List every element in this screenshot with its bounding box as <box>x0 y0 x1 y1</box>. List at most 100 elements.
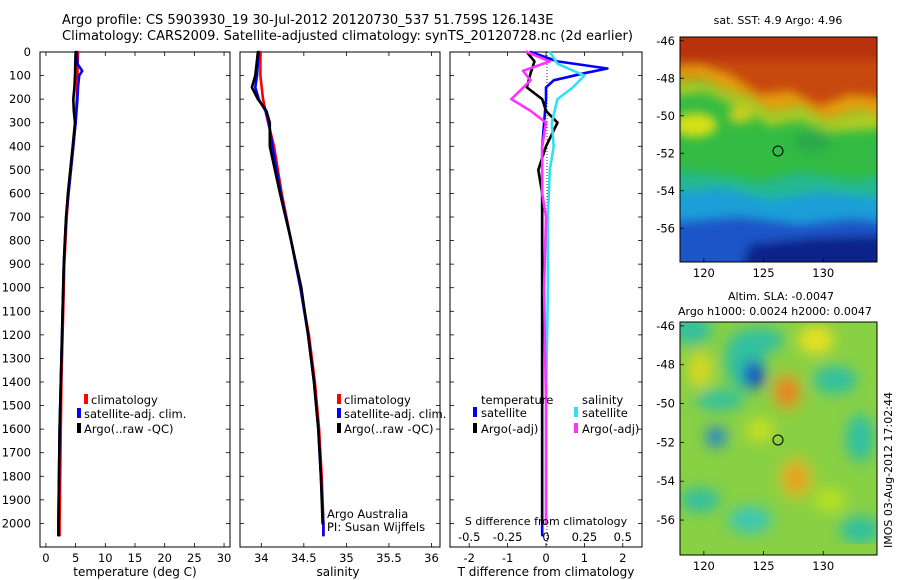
depth-tick-label: 300 <box>9 116 31 130</box>
legend-label-satellite: satellite-adj. clim. <box>84 407 186 421</box>
map-y-tick-label: -50 <box>656 397 675 411</box>
header-line-1: Argo profile: CS 5903930_19 30-Jul-2012 … <box>62 13 553 28</box>
t-difference-axis-label: T difference from climatology <box>457 565 635 579</box>
x-tick-label: 10 <box>98 551 113 565</box>
series-line-2 <box>57 50 77 537</box>
imos-timestamp: IMOS 03-Aug-2012 17:02:44 <box>882 392 895 548</box>
x-tick-label: 34 <box>254 551 269 565</box>
sst-map <box>680 37 877 262</box>
temperature-legend: climatology satellite-adj. clim. Argo(..… <box>77 393 186 436</box>
sst-map-frame <box>679 36 878 263</box>
legend-title-temperature: temperature <box>481 393 553 407</box>
sst-map-title: sat. SST: 4.9 Argo: 4.96 <box>714 14 843 27</box>
annotation-pi: PI: Susan Wijffels <box>327 520 425 534</box>
depth-tick-label: 100 <box>9 69 31 83</box>
map-y-tick-label: -50 <box>656 109 675 123</box>
map-y-tick-label: -46 <box>656 34 675 48</box>
depth-tick-label: 500 <box>9 163 31 177</box>
salinity-ticks: 34 34.5 35 35.5 36 <box>240 51 440 565</box>
x-tick-label: 0 <box>42 551 49 565</box>
salinity-axis-label: salinity <box>316 565 359 579</box>
x-tick-label: 30 <box>217 551 232 565</box>
x-tick-label: 36 <box>424 551 439 565</box>
annotation-argo-australia: Argo Australia <box>327 507 408 521</box>
depth-tick-label: 2000 <box>2 516 31 530</box>
sla-argo-location-marker <box>772 434 784 446</box>
legend-swatch-satellite <box>77 408 81 418</box>
legend-label-argo: Argo(..raw -QC) <box>84 422 174 436</box>
depth-tick-label: 1000 <box>2 281 31 295</box>
x-tick-label: -2 <box>463 551 474 565</box>
depth-tick-label: 1200 <box>2 328 31 342</box>
map-y-tick-label: -56 <box>656 513 675 527</box>
x-tick-label: 20 <box>157 551 172 565</box>
legend-swatch-t-satellite <box>473 407 477 417</box>
map-x-tick-label: 120 <box>693 559 715 573</box>
legend-label-t-satellite: satellite <box>481 406 527 420</box>
series-line-23 <box>510 50 552 525</box>
temperature-ticks: 0 5 10 15 20 25 30 <box>40 51 232 565</box>
x2-tick-label: 0.25 <box>572 530 598 544</box>
legend-label-satellite: satellite-adj. clim. <box>344 407 446 421</box>
legend-swatch-s-satellite <box>574 407 578 417</box>
difference-ticks: -2 -1 0 1 2 -0.5 -0.25 0 0.25 0.5 <box>450 51 642 565</box>
legend-label-s-satellite: satellite <box>582 406 628 420</box>
depth-tick-label: 900 <box>9 257 31 271</box>
map-x-tick-label: 130 <box>812 559 834 573</box>
x-tick-label: 2 <box>619 551 626 565</box>
legend-title-salinity: salinity <box>582 393 623 407</box>
depth-tick-label: 700 <box>9 210 31 224</box>
x2-tick-label: 0 <box>542 530 549 544</box>
map-y-tick-label: -52 <box>656 146 675 160</box>
map-x-tick-label: 125 <box>753 559 775 573</box>
temperature-panel-frame <box>39 51 231 548</box>
series-line-12 <box>250 50 324 525</box>
x-tick-label: 0 <box>542 551 549 565</box>
x-tick-label: 35.5 <box>376 551 402 565</box>
sla-map-title: Altim. SLA: -0.0047 <box>728 290 834 303</box>
salinity-series <box>250 50 325 537</box>
depth-tick-label: 200 <box>9 92 31 106</box>
sla-map-ticks: 120 125 130 -46 -48 -50 -52 -54 -56 <box>656 319 834 573</box>
sst-argo-location-marker <box>772 145 784 157</box>
depth-tick-label: 800 <box>9 234 31 248</box>
legend-swatch-climatology <box>337 394 341 404</box>
map-x-tick-label: 125 <box>753 266 775 280</box>
legend-swatch-satellite <box>337 408 341 418</box>
depth-tick-label: 1800 <box>2 469 31 483</box>
map-y-tick-label: -46 <box>656 319 675 333</box>
temperature-series <box>57 50 84 537</box>
header-line-2: Climatology: CARS2009. Satellite-adjuste… <box>62 29 633 44</box>
map-y-tick-label: -54 <box>656 474 675 488</box>
map-y-tick-label: -48 <box>656 358 675 372</box>
depth-tick-label: 1500 <box>2 399 31 413</box>
x-tick-label: 25 <box>187 551 202 565</box>
difference-legend: temperature salinity satellite Argo(-adj… <box>473 393 639 436</box>
x2-tick-label: 0.5 <box>614 530 632 544</box>
x2-tick-label: -0.25 <box>493 530 523 544</box>
series-line-21 <box>525 50 559 525</box>
legend-label-climatology: climatology <box>344 393 411 407</box>
legend-label-t-argo: Argo(-adj) <box>481 422 538 436</box>
sst-map-ticks: 120 125 130 -46 -48 -50 -52 -54 -56 <box>656 34 834 280</box>
temperature-axis-label: temperature (deg C) <box>73 565 196 579</box>
depth-axis-ticks: 0 100 200 300 400 500 600 700 800 900 1000 1100 1200… <box>2 45 31 530</box>
legend-swatch-climatology <box>84 394 88 404</box>
s-difference-axis-label: S difference from climatology <box>465 515 628 528</box>
map-x-tick-label: 130 <box>812 266 834 280</box>
depth-tick-label: 600 <box>9 186 31 200</box>
difference-series <box>510 50 609 537</box>
legend-swatch-argo <box>77 423 81 433</box>
x-tick-label: 15 <box>128 551 143 565</box>
x2-tick-label: -0.5 <box>458 530 480 544</box>
series-line-22 <box>544 50 586 525</box>
x-tick-label: 34.5 <box>291 551 317 565</box>
sla-map-frame <box>679 321 878 556</box>
map-y-tick-label: -52 <box>656 435 675 449</box>
depth-tick-label: 1700 <box>2 446 31 460</box>
legend-label-argo: Argo(..raw -QC) <box>344 422 434 436</box>
sla-map <box>680 322 877 555</box>
legend-swatch-argo <box>337 423 341 433</box>
x-tick-label: 5 <box>72 551 79 565</box>
